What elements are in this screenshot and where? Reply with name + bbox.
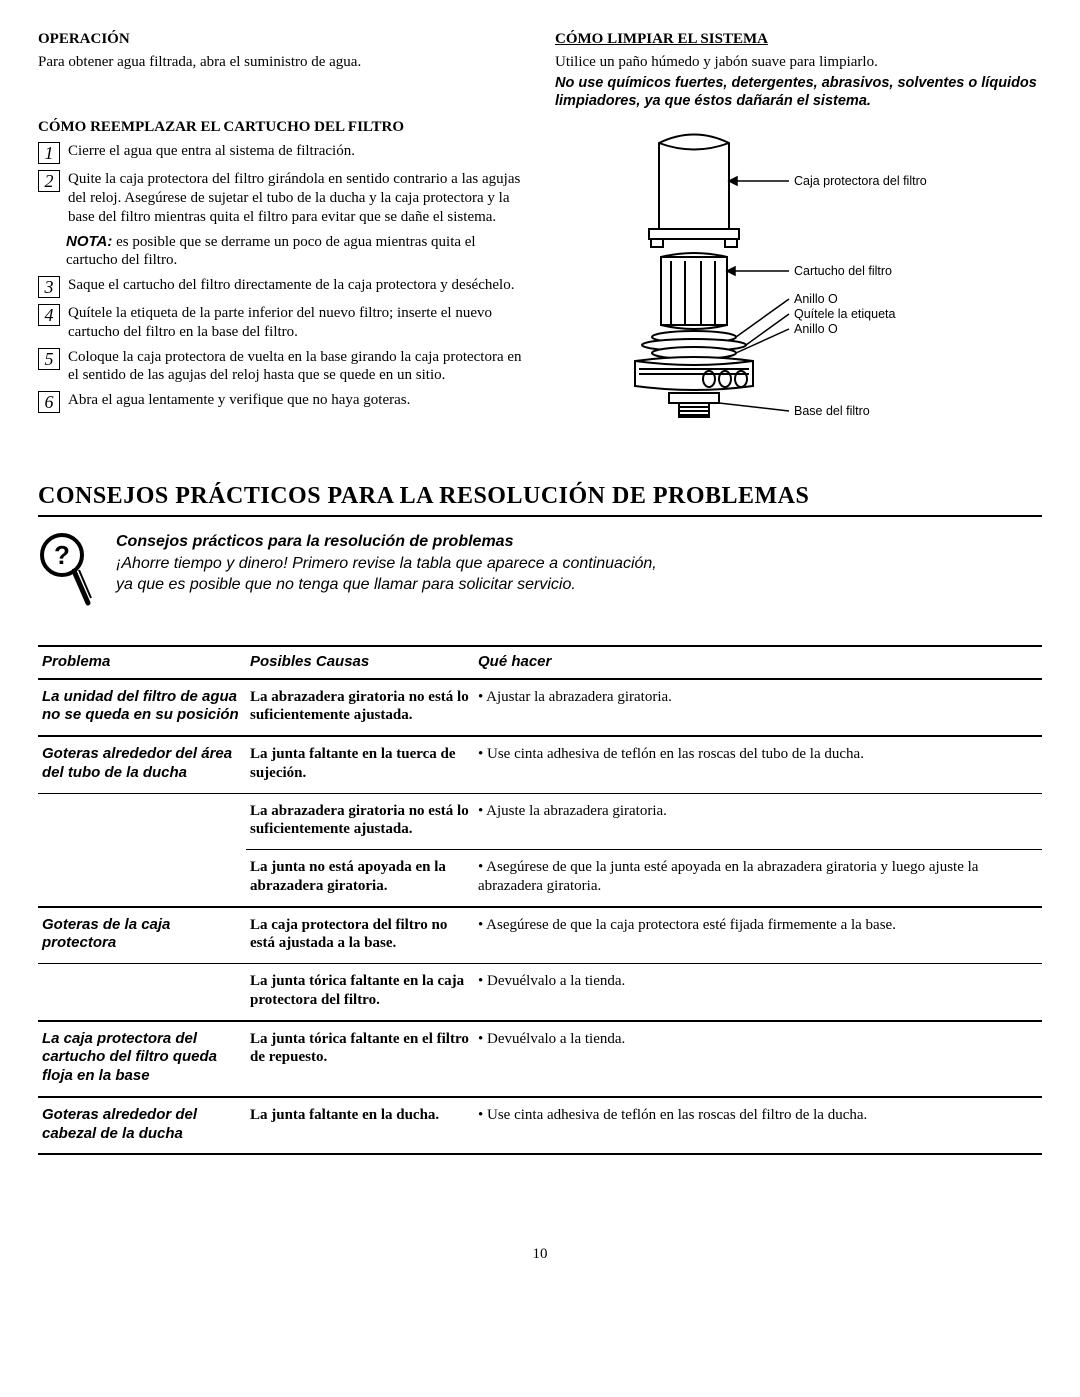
cell-cause: La junta faltante en la tuerca de sujeci… (246, 736, 474, 793)
cell-problem: Goteras alrededor del cabezal de la duch… (38, 1097, 246, 1155)
step-text-5: Coloque la caja protectora de vuelta en … (68, 348, 525, 386)
cell-action: • Asegúrese de que la caja protectora es… (474, 907, 1042, 964)
table-row: Goteras alrededor del cabezal de la duch… (38, 1097, 1042, 1155)
tips-text: Consejos prácticos para la resolución de… (116, 531, 657, 596)
reemplazar-heading: CÓMO REEMPLAZAR EL CARTUCHO DEL FILTRO (38, 118, 525, 137)
right-column: CÓMO LIMPIAR EL SISTEMA Utilice un paño … (555, 30, 1042, 431)
table-row: Goteras alrededor del área del tubo de l… (38, 736, 1042, 793)
step-num-3: 3 (38, 276, 60, 298)
step-6: 6 Abra el agua lentamente y verifique qu… (38, 391, 525, 413)
table-row: Goteras de la caja protectoraLa caja pro… (38, 907, 1042, 964)
th-cause: Posibles Causas (246, 646, 474, 679)
step-text-6: Abra el agua lentamente y verifique que … (68, 391, 525, 410)
step-1: 1 Cierre el agua que entra al sistema de… (38, 142, 525, 164)
label-anillo1: Anillo O (794, 292, 838, 306)
magnifier-question-icon: ? (38, 531, 92, 617)
cell-cause: La caja protectora del filtro no está aj… (246, 907, 474, 964)
cell-problem: La caja protectora del cartucho del filt… (38, 1021, 246, 1097)
table-header-row: Problema Posibles Causas Qué hacer (38, 646, 1042, 679)
cell-problem: Goteras alrededor del área del tubo de l… (38, 736, 246, 793)
step-text-3: Saque el cartucho del filtro directament… (68, 276, 525, 295)
label-base: Base del filtro (794, 404, 870, 418)
tips-line2: ya que es posible que no tenga que llama… (116, 574, 657, 596)
step-3: 3 Saque el cartucho del filtro directame… (38, 276, 525, 298)
consejos-heading: CONSEJOS PRÁCTICOS PARA LA RESOLUCIÓN DE… (38, 481, 1042, 517)
operacion-text: Para obtener agua filtrada, abra el sumi… (38, 53, 525, 72)
note-label: NOTA: (66, 233, 112, 250)
cell-problem (38, 793, 246, 850)
step-note: NOTA: es posible que se derrame un poco … (66, 233, 525, 271)
table-body: La unidad del filtro de agua no se queda… (38, 679, 1042, 1155)
limpiar-warning: No use químicos fuertes, detergentes, ab… (555, 74, 1042, 112)
step-text-1: Cierre el agua que entra al sistema de f… (68, 142, 525, 161)
cell-cause: La junta tórica faltante en la caja prot… (246, 964, 474, 1021)
troubleshoot-table: Problema Posibles Causas Qué hacer La un… (38, 645, 1042, 1156)
label-cartucho: Cartucho del filtro (794, 264, 892, 278)
limpiar-heading: CÓMO LIMPIAR EL SISTEMA (555, 30, 1042, 49)
operacion-heading: OPERACIÓN (38, 30, 525, 49)
cell-action: • Use cinta adhesiva de teflón en las ro… (474, 736, 1042, 793)
step-num-5: 5 (38, 348, 60, 370)
cell-problem: Goteras de la caja protectora (38, 907, 246, 964)
cell-cause: La junta faltante en la ducha. (246, 1097, 474, 1155)
cell-cause: La junta no está apoyada en la abrazader… (246, 850, 474, 907)
cell-problem (38, 964, 246, 1021)
page-number: 10 (38, 1245, 1042, 1264)
table-row: La unidad del filtro de agua no se queda… (38, 679, 1042, 737)
th-action: Qué hacer (474, 646, 1042, 679)
table-row: La junta no está apoyada en la abrazader… (38, 850, 1042, 907)
label-etiqueta: Quítele la etiqueta (794, 307, 896, 321)
tips-line1: ¡Ahorre tiempo y dinero! Primero revise … (116, 553, 657, 575)
label-caja: Caja protectora del filtro (794, 174, 927, 188)
left-column: OPERACIÓN Para obtener agua filtrada, ab… (38, 30, 525, 431)
cell-action: • Asegúrese de que la junta esté apoyada… (474, 850, 1042, 907)
cell-cause: La abrazadera giratoria no está lo sufic… (246, 793, 474, 850)
top-columns: OPERACIÓN Para obtener agua filtrada, ab… (38, 30, 1042, 431)
table-row: La caja protectora del cartucho del filt… (38, 1021, 1042, 1097)
table-row: La abrazadera giratoria no está lo sufic… (38, 793, 1042, 850)
tips-row: ? Consejos prácticos para la resolución … (38, 531, 1042, 617)
step-4: 4 Quítele la etiqueta de la parte inferi… (38, 304, 525, 342)
filter-diagram: Caja protectora del filtro Cartucho del … (555, 121, 1042, 431)
cell-action: • Devuélvalo a la tienda. (474, 964, 1042, 1021)
limpiar-text: Utilice un paño húmedo y jabón suave par… (555, 53, 1042, 72)
step-num-1: 1 (38, 142, 60, 164)
cell-action: • Devuélvalo a la tienda. (474, 1021, 1042, 1097)
filter-svg: Caja protectora del filtro Cartucho del … (589, 121, 1009, 431)
cell-action: • Use cinta adhesiva de teflón en las ro… (474, 1097, 1042, 1155)
step-2: 2 Quite la caja protectora del filtro gi… (38, 170, 525, 226)
svg-text:?: ? (54, 540, 70, 570)
step-num-4: 4 (38, 304, 60, 326)
tips-title: Consejos prácticos para la resolución de… (116, 531, 657, 553)
steps-list: 1 Cierre el agua que entra al sistema de… (38, 142, 525, 413)
table-row: La junta tórica faltante en la caja prot… (38, 964, 1042, 1021)
note-text: es posible que se derrame un poco de agu… (66, 234, 476, 269)
cell-problem (38, 850, 246, 907)
th-problem: Problema (38, 646, 246, 679)
cell-problem: La unidad del filtro de agua no se queda… (38, 679, 246, 737)
cell-action: • Ajustar la abrazadera giratoria. (474, 679, 1042, 737)
cell-cause: La junta tórica faltante en el filtro de… (246, 1021, 474, 1097)
cell-action: • Ajuste la abrazadera giratoria. (474, 793, 1042, 850)
cell-cause: La abrazadera giratoria no está lo sufic… (246, 679, 474, 737)
step-text-2: Quite la caja protectora del filtro girá… (68, 170, 525, 226)
step-text-4: Quítele la etiqueta de la parte inferior… (68, 304, 525, 342)
step-num-6: 6 (38, 391, 60, 413)
label-anillo2: Anillo O (794, 322, 838, 336)
step-num-2: 2 (38, 170, 60, 192)
step-5: 5 Coloque la caja protectora de vuelta e… (38, 348, 525, 386)
